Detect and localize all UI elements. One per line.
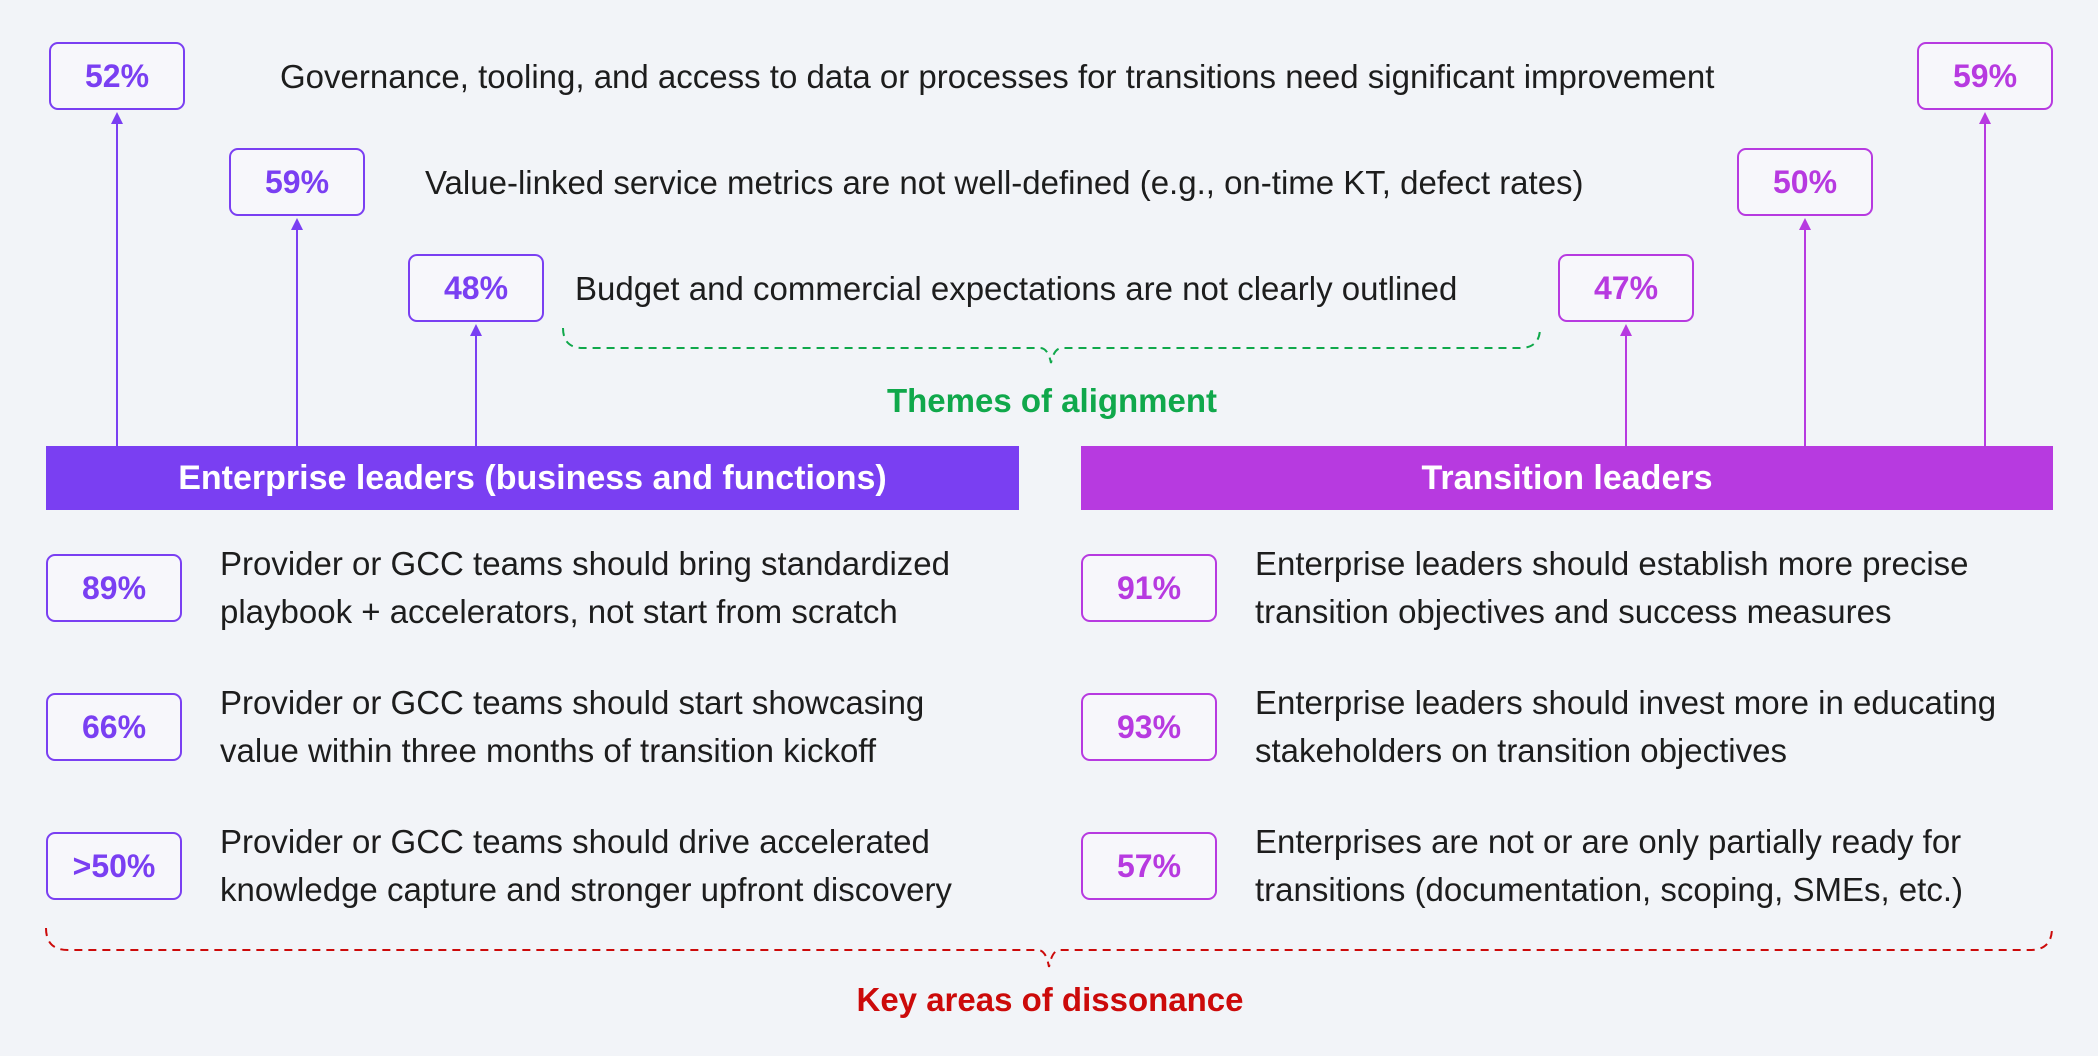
- alignment-theme-3: Budget and commercial expectations are n…: [575, 270, 1458, 307]
- enterprise-statement-3-line-1: Provider or GCC teams should drive accel…: [220, 823, 930, 860]
- transition-stat-2: 93%: [1081, 693, 1217, 761]
- enterprise-stat-3: >50%: [46, 832, 182, 900]
- alignment-caption: Themes of alignment: [886, 382, 1218, 419]
- transition-stat-1: 91%: [1081, 554, 1217, 622]
- transition-alignment-value-2: 50%: [1737, 148, 1873, 216]
- enterprise-alignment-value-2: 59%: [229, 148, 365, 216]
- enterprise-statement-1-line-2: playbook + accelerators, not start from …: [220, 593, 898, 630]
- dissonance-caption: Key areas of dissonance: [856, 981, 1244, 1018]
- transition-statement-2: Enterprise leaders should invest more in…: [1255, 679, 1996, 775]
- transition-statement-1-line-1: Enterprise leaders should establish more…: [1255, 545, 1969, 582]
- transition-stat-3: 57%: [1081, 832, 1217, 900]
- enterprise-statement-2: Provider or GCC teams should start showc…: [220, 679, 924, 775]
- enterprise-alignment-value-3: 48%: [408, 254, 544, 322]
- enterprise-stat-2: 66%: [46, 693, 182, 761]
- transition-statement-2-line-2: stakeholders on transition objectives: [1255, 732, 1787, 769]
- alignment-theme-2: Value-linked service metrics are not wel…: [425, 164, 1584, 201]
- alignment-theme-1: Governance, tooling, and access to data …: [280, 58, 1715, 95]
- alignment-brace: [562, 327, 1541, 364]
- dissonance-brace: [45, 927, 2053, 968]
- transition-statement-3: Enterprises are not or are only partiall…: [1255, 818, 1963, 914]
- enterprise-statement-2-line-2: value within three months of transition …: [220, 732, 877, 769]
- enterprise-statement-1-line-1: Provider or GCC teams should bring stand…: [220, 545, 951, 582]
- transition-statement-1-line-2: transition objectives and success measur…: [1255, 593, 1892, 630]
- transition-statement-2-line-1: Enterprise leaders should invest more in…: [1255, 684, 1997, 721]
- enterprise-statement-3: Provider or GCC teams should drive accel…: [220, 818, 952, 914]
- enterprise-statement-1: Provider or GCC teams should bring stand…: [220, 540, 950, 636]
- transition-alignment-value-1: 59%: [1917, 42, 2053, 110]
- enterprise-stat-1: 89%: [46, 554, 182, 622]
- transition-alignment-value-3: 47%: [1558, 254, 1694, 322]
- transition-statement-3-line-1: Enterprises are not or are only partiall…: [1255, 823, 1962, 860]
- transition-leaders-header: Transition leaders: [1081, 446, 2053, 510]
- transition-statement-3-line-2: transitions (documentation, scoping, SME…: [1255, 871, 1963, 908]
- enterprise-leaders-header: Enterprise leaders (business and functio…: [46, 446, 1019, 510]
- enterprise-statement-2-line-1: Provider or GCC teams should start showc…: [220, 684, 925, 721]
- enterprise-statement-3-line-2: knowledge capture and stronger upfront d…: [220, 871, 952, 908]
- enterprise-alignment-value-1: 52%: [49, 42, 185, 110]
- transition-statement-1: Enterprise leaders should establish more…: [1255, 540, 1969, 636]
